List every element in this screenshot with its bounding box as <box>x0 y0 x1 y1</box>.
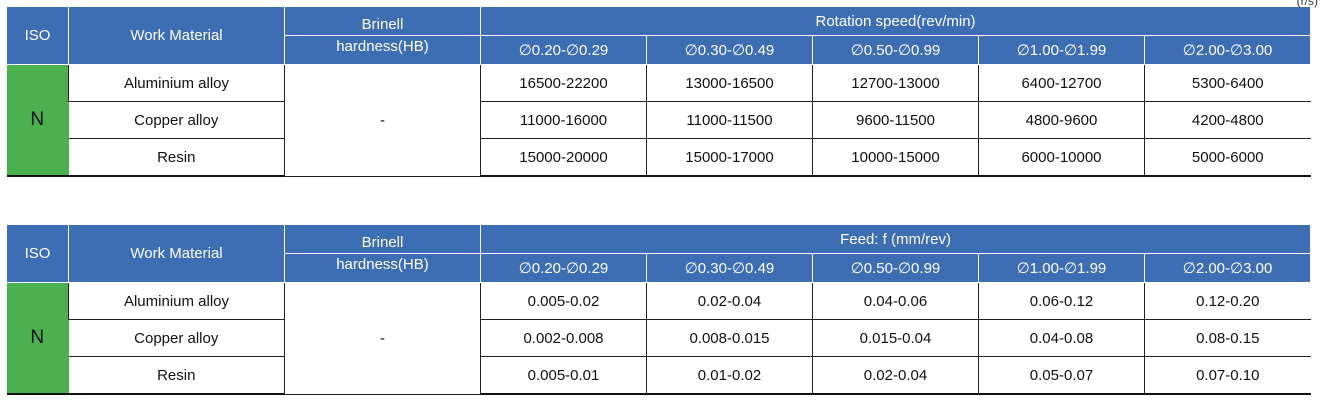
table-row: N Aluminium alloy - 0.005-0.02 0.02-0.04… <box>6 282 1311 395</box>
table-row: Copper alloy 11000-16000 11000-11500 960… <box>7 101 1311 139</box>
material-cell: Resin <box>68 356 285 395</box>
value-cell: 13000-16500 <box>646 64 813 102</box>
unit-label: (r/s) <box>1296 0 1318 8</box>
value-cell: 0.015-0.04 <box>812 319 979 357</box>
diameter-header: ∅1.00-∅1.99 <box>978 253 1145 283</box>
value-cell: 0.04-0.06 <box>812 282 979 320</box>
value-cell: 11000-11500 <box>646 101 813 139</box>
value-cell: 5000-6000 <box>1143 138 1311 177</box>
value-cell: 6400-12700 <box>978 64 1145 102</box>
value-cell: 0.02-0.04 <box>646 282 813 320</box>
value-cell: 0.05-0.07 <box>978 356 1145 395</box>
brinell-header-line1: Brinell <box>284 6 481 36</box>
value-cell: 0.04-0.08 <box>978 319 1145 357</box>
value-cell: 16500-22200 <box>480 64 647 102</box>
value-cell: 4200-4800 <box>1143 101 1311 139</box>
diameter-header: ∅0.30-∅0.49 <box>646 253 813 283</box>
value-cell: 6000-10000 <box>978 138 1145 177</box>
feed-table: ISO Work Material Brinell Feed: f (mm/re… <box>6 224 1312 395</box>
material-cell: Resin <box>68 138 285 177</box>
table-row: Resin 0.005-0.01 0.01-0.02 0.02-0.04 0.0… <box>7 356 1311 395</box>
table-row: Resin 15000-20000 15000-17000 10000-1500… <box>7 138 1311 177</box>
value-cell: 11000-16000 <box>480 101 647 139</box>
value-cell: 5300-6400 <box>1143 64 1311 102</box>
hardness-cell: - <box>284 282 481 395</box>
value-cell: 0.01-0.02 <box>646 356 813 395</box>
value-cell: 4800-9600 <box>978 101 1145 139</box>
rotation-speed-header: Rotation speed(rev/min) <box>479 6 1312 36</box>
value-cell: 0.005-0.01 <box>480 356 647 395</box>
table-row: Copper alloy 0.002-0.008 0.008-0.015 0.0… <box>7 319 1311 357</box>
value-cell: 0.06-0.12 <box>978 282 1145 320</box>
material-cell: Aluminium alloy <box>68 282 285 320</box>
material-cell: Aluminium alloy <box>68 64 285 102</box>
brinell-header-line2: hardness(HB) <box>284 253 481 283</box>
brinell-header-line1: Brinell <box>284 224 481 254</box>
value-cell: 0.08-0.15 <box>1143 319 1311 357</box>
value-cell: 12700-13000 <box>812 64 979 102</box>
iso-header: ISO <box>6 6 69 65</box>
value-cell: 0.07-0.10 <box>1143 356 1311 395</box>
value-cell: 0.002-0.008 <box>480 319 647 357</box>
diameter-header: ∅0.20-∅0.29 <box>480 253 647 283</box>
iso-group-cell: N <box>6 282 69 395</box>
hardness-cell: - <box>284 64 481 177</box>
work-material-header: Work Material <box>68 224 285 283</box>
brinell-header-line2: hardness(HB) <box>284 35 481 65</box>
material-cell: Copper alloy <box>68 319 285 357</box>
feed-header: Feed: f (mm/rev) <box>479 224 1312 254</box>
work-material-header: Work Material <box>68 6 285 65</box>
value-cell: 0.005-0.02 <box>480 282 647 320</box>
diameter-header: ∅0.50-∅0.99 <box>812 253 979 283</box>
table-row: N Aluminium alloy - 16500-22200 13000-16… <box>6 64 1311 177</box>
diameter-header: ∅0.50-∅0.99 <box>812 35 979 65</box>
diameter-header: ∅0.20-∅0.29 <box>480 35 647 65</box>
value-cell: 0.02-0.04 <box>812 356 979 395</box>
diameter-header: ∅2.00-∅3.00 <box>1143 253 1312 283</box>
rotation-speed-table: ISO Work Material Brinell Rotation speed… <box>6 6 1312 177</box>
diameter-header: ∅2.00-∅3.00 <box>1143 35 1312 65</box>
value-cell: 10000-15000 <box>812 138 979 177</box>
material-cell: Copper alloy <box>68 101 285 139</box>
value-cell: 0.008-0.015 <box>646 319 813 357</box>
diameter-header: ∅1.00-∅1.99 <box>978 35 1145 65</box>
iso-group-cell: N <box>6 64 69 177</box>
value-cell: 15000-17000 <box>646 138 813 177</box>
iso-header: ISO <box>6 224 69 283</box>
value-cell: 9600-11500 <box>812 101 979 139</box>
diameter-header: ∅0.30-∅0.49 <box>646 35 813 65</box>
value-cell: 0.12-0.20 <box>1143 282 1311 320</box>
value-cell: 15000-20000 <box>480 138 647 177</box>
